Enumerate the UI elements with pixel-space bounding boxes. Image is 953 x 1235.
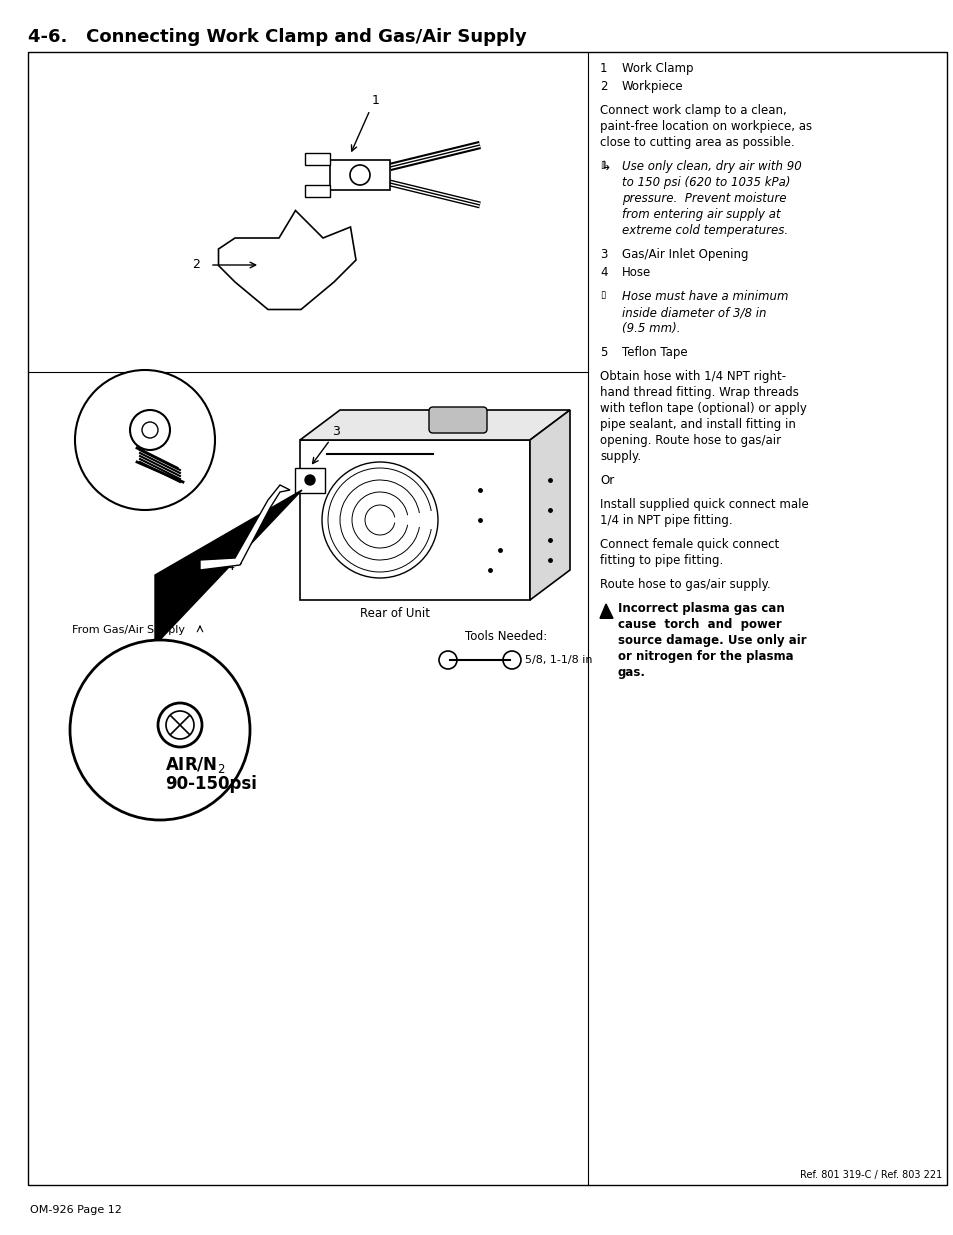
Text: 90-150psi: 90-150psi (165, 776, 256, 793)
Text: opening. Route hose to gas/air: opening. Route hose to gas/air (599, 433, 781, 447)
Circle shape (75, 370, 214, 510)
Circle shape (142, 422, 158, 438)
Circle shape (130, 410, 170, 450)
Text: Workpiece: Workpiece (621, 80, 683, 93)
Text: 4: 4 (226, 559, 233, 573)
Text: with teflon tape (optional) or apply: with teflon tape (optional) or apply (599, 403, 806, 415)
Polygon shape (218, 210, 355, 310)
Text: Hose: Hose (621, 266, 651, 279)
Text: Work Clamp: Work Clamp (621, 62, 693, 75)
Circle shape (322, 462, 437, 578)
Polygon shape (154, 490, 302, 645)
Text: 1/4 in NPT pipe fitting.: 1/4 in NPT pipe fitting. (599, 514, 732, 527)
Text: 5: 5 (112, 438, 120, 452)
Polygon shape (599, 604, 613, 619)
Text: 4: 4 (599, 266, 607, 279)
Text: 3: 3 (599, 248, 607, 261)
Text: 2: 2 (599, 80, 607, 93)
Text: or nitrogen for the plasma: or nitrogen for the plasma (618, 650, 793, 663)
Text: ▯: ▯ (599, 290, 605, 300)
Text: supply.: supply. (599, 450, 640, 463)
Circle shape (70, 640, 250, 820)
Polygon shape (200, 485, 290, 571)
Polygon shape (305, 185, 330, 198)
Text: Obtain hose with 1/4 NPT right-: Obtain hose with 1/4 NPT right- (599, 370, 785, 383)
Text: ▯: ▯ (599, 161, 605, 170)
Text: 5: 5 (599, 346, 607, 359)
Circle shape (305, 475, 314, 485)
Text: Teflon Tape: Teflon Tape (621, 346, 687, 359)
Text: 2: 2 (192, 258, 200, 272)
Text: 1: 1 (599, 62, 607, 75)
Text: cause  torch  and  power: cause torch and power (618, 618, 781, 631)
Circle shape (158, 703, 202, 747)
Text: Connect work clamp to a clean,: Connect work clamp to a clean, (599, 104, 786, 117)
Bar (294, 468, 325, 493)
Text: paint-free location on workpiece, as: paint-free location on workpiece, as (599, 120, 811, 133)
Polygon shape (299, 410, 569, 440)
Text: inside diameter of 3/8 in: inside diameter of 3/8 in (621, 306, 765, 319)
Text: 4-6.   Connecting Work Clamp and Gas/Air Supply: 4-6. Connecting Work Clamp and Gas/Air S… (28, 28, 526, 46)
Polygon shape (330, 161, 390, 190)
Text: Route hose to gas/air supply.: Route hose to gas/air supply. (599, 578, 770, 592)
Text: ↳: ↳ (599, 161, 610, 173)
Circle shape (350, 165, 370, 185)
Text: Connect female quick connect: Connect female quick connect (599, 538, 779, 551)
Text: From Gas/Air Supply: From Gas/Air Supply (71, 625, 185, 635)
Text: Hose must have a minimum: Hose must have a minimum (621, 290, 788, 303)
Text: 5/8, 1-1/8 in: 5/8, 1-1/8 in (524, 655, 592, 664)
Text: Rear of Unit: Rear of Unit (359, 606, 430, 620)
Text: fitting to pipe fitting.: fitting to pipe fitting. (599, 555, 722, 567)
Text: pressure.  Prevent moisture: pressure. Prevent moisture (621, 191, 785, 205)
Text: Incorrect plasma gas can: Incorrect plasma gas can (618, 601, 784, 615)
Polygon shape (299, 440, 530, 600)
Polygon shape (530, 410, 569, 600)
Text: Use only clean, dry air with 90: Use only clean, dry air with 90 (621, 161, 801, 173)
Text: to 150 psi (620 to 1035 kPa): to 150 psi (620 to 1035 kPa) (621, 177, 790, 189)
Text: pipe sealant, and install fitting in: pipe sealant, and install fitting in (599, 417, 795, 431)
Text: Ref. 801 319-C / Ref. 803 221: Ref. 801 319-C / Ref. 803 221 (799, 1170, 941, 1179)
Text: 1: 1 (372, 94, 379, 107)
Text: Install supplied quick connect male: Install supplied quick connect male (599, 498, 808, 511)
Circle shape (438, 651, 456, 669)
Text: source damage. Use only air: source damage. Use only air (618, 634, 806, 647)
Text: OM-926 Page 12: OM-926 Page 12 (30, 1205, 122, 1215)
Text: Tools Needed:: Tools Needed: (464, 630, 547, 643)
Text: Or: Or (599, 474, 614, 487)
Text: close to cutting area as possible.: close to cutting area as possible. (599, 136, 794, 149)
Text: Gas/Air Inlet Opening: Gas/Air Inlet Opening (621, 248, 748, 261)
Text: AIR/N$_2$: AIR/N$_2$ (165, 755, 225, 776)
Circle shape (502, 651, 520, 669)
Text: hand thread fitting. Wrap threads: hand thread fitting. Wrap threads (599, 387, 798, 399)
Circle shape (166, 711, 193, 739)
FancyBboxPatch shape (429, 408, 486, 433)
Text: gas.: gas. (618, 666, 645, 679)
Text: (9.5 mm).: (9.5 mm). (621, 322, 679, 335)
Text: extreme cold temperatures.: extreme cold temperatures. (621, 224, 787, 237)
Polygon shape (305, 153, 330, 165)
Text: from entering air supply at: from entering air supply at (621, 207, 780, 221)
Text: 3: 3 (332, 425, 339, 438)
Text: !: ! (603, 605, 607, 614)
